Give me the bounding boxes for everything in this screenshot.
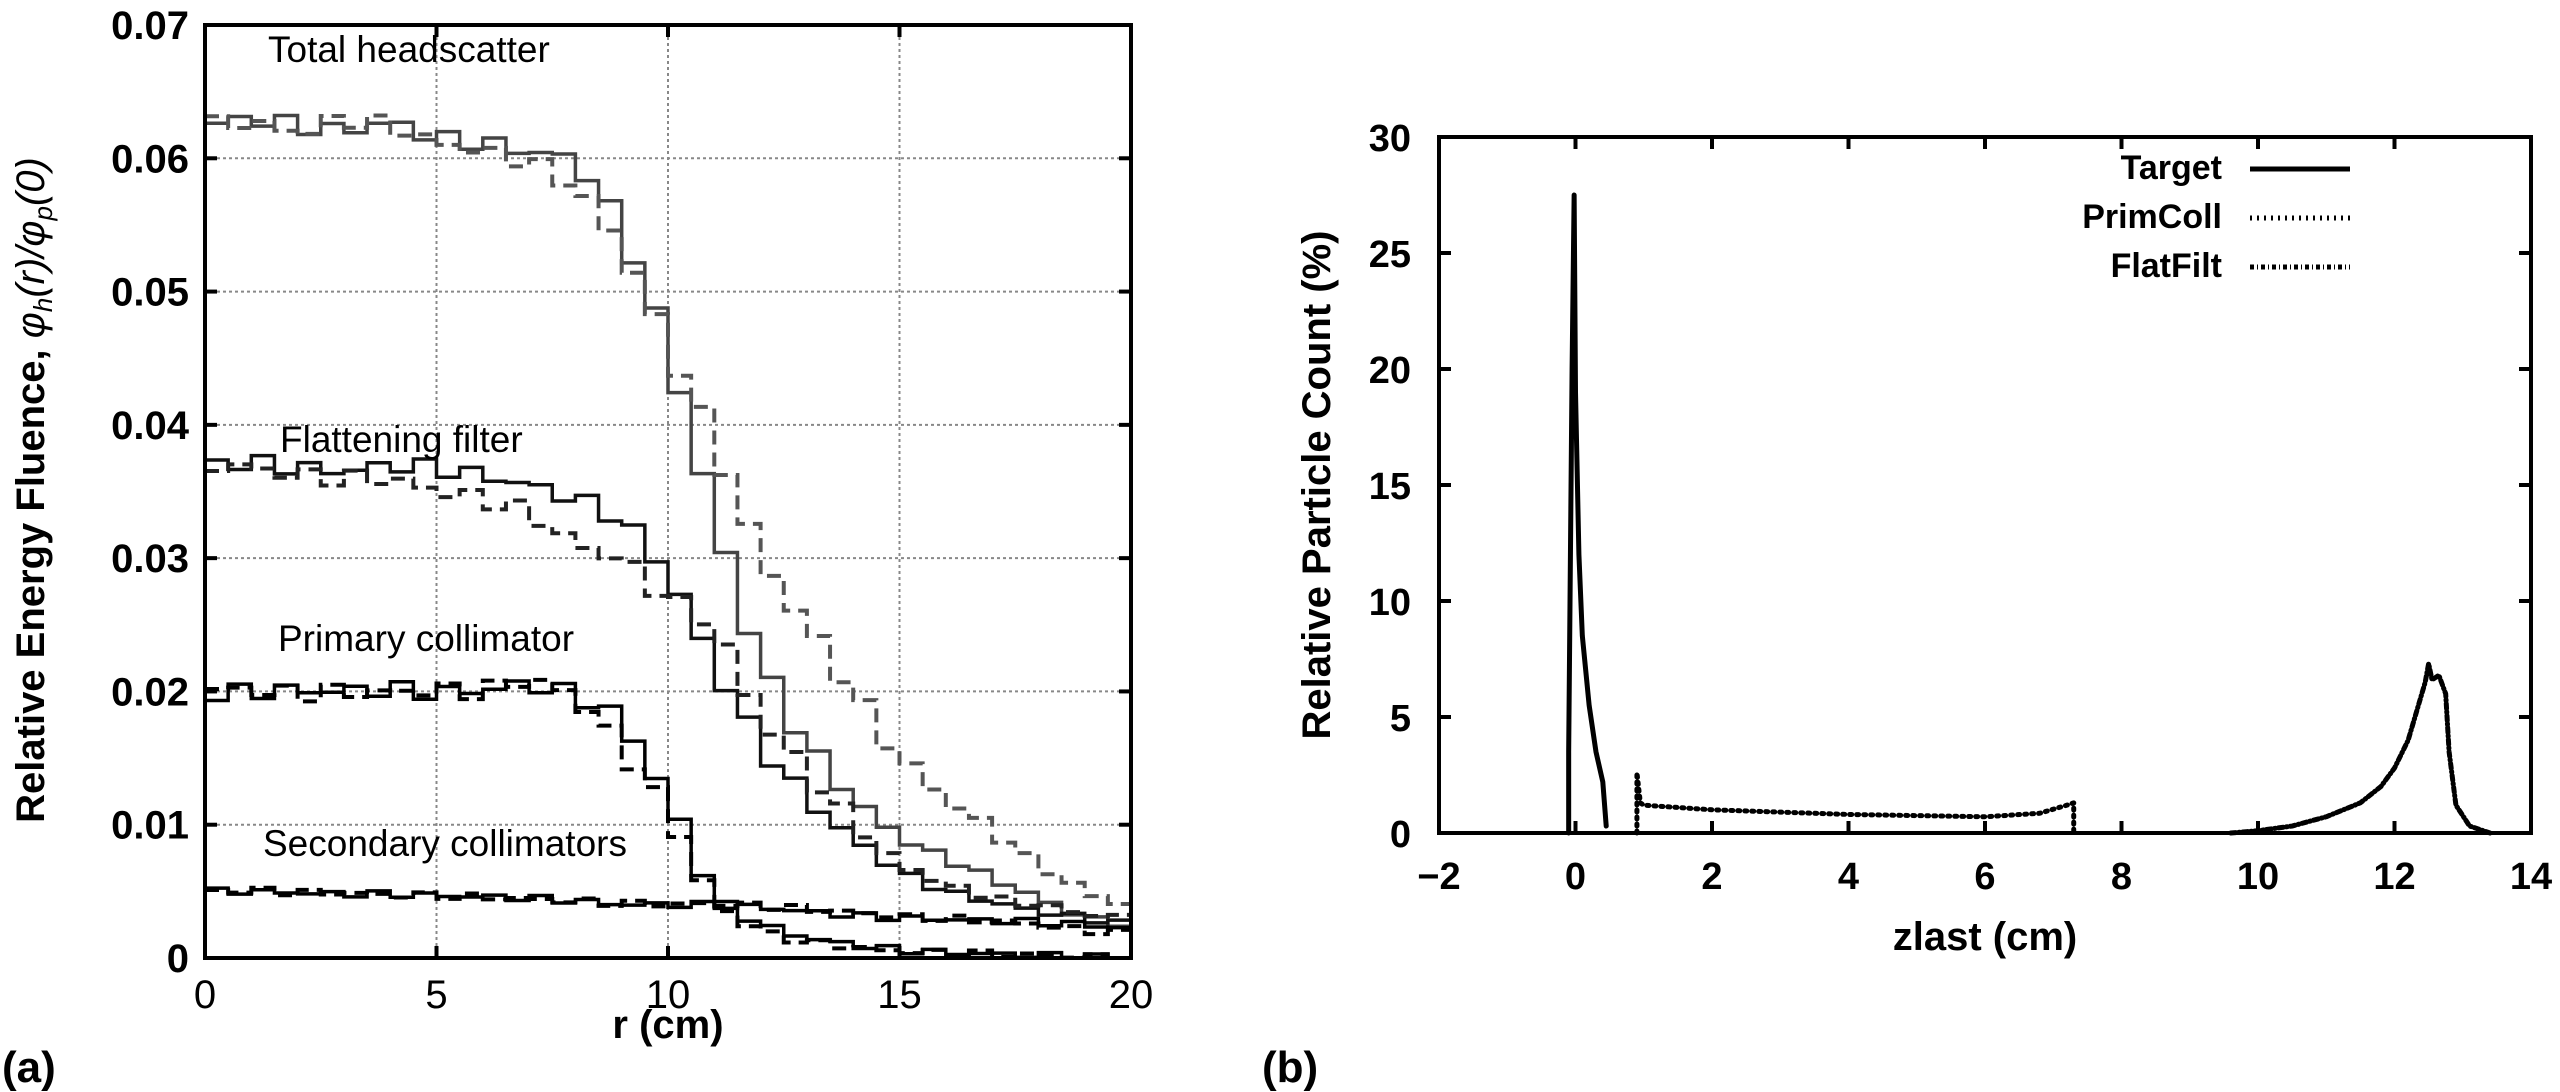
panel-a-label: (a) [2,1043,56,1092]
panel-b-legend: Target PrimColl FlatFilt [2082,149,2350,285]
panel-b-x-axis-title: zlast (cm) [1893,915,2078,959]
y-tick-label: 20 [1369,350,1411,392]
panel-b-y-ticks: 0 5 10 15 20 25 30 [1369,118,2531,856]
panel-a-grid [205,25,1131,958]
y-tick-label: 30 [1369,118,1411,160]
panel-a-chart: 0 0.01 0.02 0.03 0.04 0.05 0.06 0.07 0 5 10 15 20 T… [2,4,1153,1092]
x-tick-label: 14 [2510,856,2552,898]
label-primary-collimator: Primary collimator [278,618,574,659]
y-tick-label: 10 [1369,582,1411,624]
label-secondary-collimators: Secondary collimators [263,823,627,864]
series-line [205,677,1131,960]
y-tick-label: 0.02 [111,670,189,714]
x-tick-label: 8 [2111,856,2132,898]
legend-target-label: Target [2121,149,2222,187]
x-tick-label: 0 [1565,856,1586,898]
y-tick-label: 0.01 [111,804,189,848]
x-tick-label: 5 [425,973,447,1017]
y-tick-label: 25 [1369,234,1411,276]
y-tick-label: 0 [167,937,189,981]
panel-a-x-ticks: 0 5 10 15 20 [194,25,1153,1017]
label-flattening-filter: Flattening filter [280,419,523,460]
panel-b-label: (b) [1262,1043,1318,1092]
x-tick-label: 10 [646,973,691,1017]
series-line [205,462,1131,919]
x-tick-label: 4 [1838,856,1859,898]
y-title-formula: φh(r)/φp(0) [9,157,58,338]
series-line [205,113,1131,907]
y-tick-label: 15 [1369,466,1411,508]
y-tick-label: 0.06 [111,137,189,181]
x-tick-label: 0 [194,973,216,1017]
x-tick-label: 10 [2237,856,2279,898]
x-tick-label: 12 [2373,856,2415,898]
label-total-headscatter: Total headscatter [268,29,550,70]
panel-a-y-ticks: 0 0.01 0.02 0.03 0.04 0.05 0.06 0.07 [111,4,1131,981]
series-line [205,886,1131,930]
panel-a-curves [205,113,1131,960]
x-tick-label: −2 [1417,856,1460,898]
x-tick-label: 2 [1701,856,1722,898]
y-tick-label: 0.07 [111,4,189,48]
panel-b-x-ticks: −2 0 2 4 6 8 10 12 14 [1417,137,2552,898]
y-tick-label: 0.04 [111,404,190,448]
panel-b-frame [1437,135,2533,835]
x-tick-label: 15 [877,973,922,1017]
panel-a-x-axis-title: r (cm) [612,1003,723,1047]
y-tick-label: 0.03 [111,537,189,581]
y-tick-label: 0.05 [111,271,189,315]
panel-b-curves [1566,192,2493,836]
series-target-line [1566,192,1609,836]
legend-primcoll-label: PrimColl [2082,198,2222,236]
panel-b-y-axis-title: Relative Particle Count (%) [1295,230,1339,739]
series-primcoll-line [1634,770,2077,836]
y-tick-label: 0 [1390,814,1411,856]
x-tick-label: 6 [1974,856,1995,898]
y-title-prefix: Relative Energy Fluence, [9,338,53,823]
legend-flatfilt-label: FlatFilt [2111,247,2222,285]
series-flatfilt-line [2228,661,2493,836]
y-tick-label: 5 [1390,698,1411,740]
panel-a-y-axis-title: Relative Energy Fluence, φh(r)/φp(0) [9,157,58,823]
x-tick-label: 20 [1109,973,1154,1017]
series-line [205,885,1131,937]
